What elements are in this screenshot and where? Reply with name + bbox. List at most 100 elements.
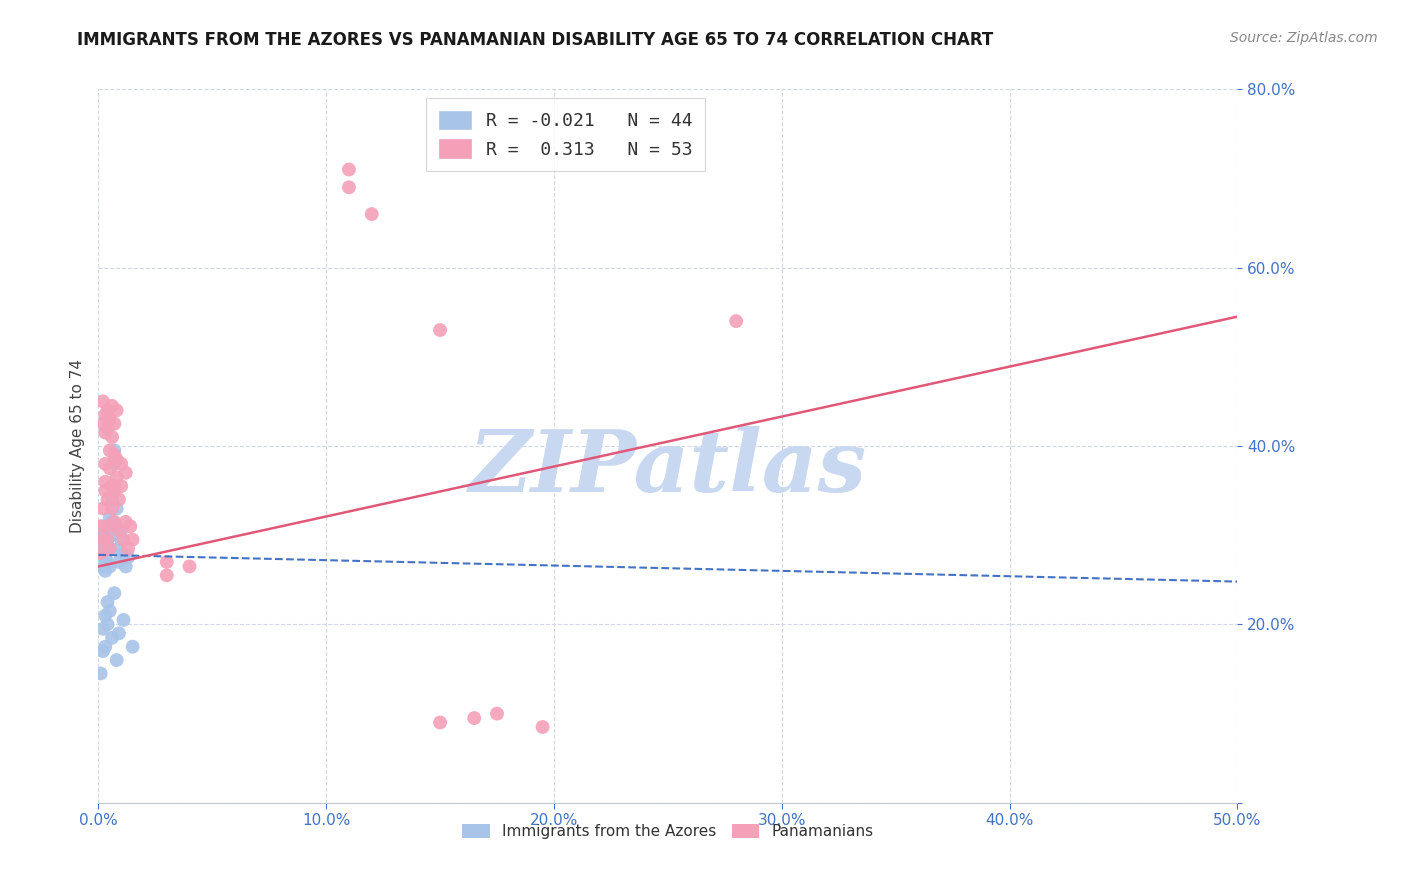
- Point: [90, 546, 112, 560]
- Point: [101, 492, 124, 507]
- Point: [90, 666, 112, 681]
- Point: [91, 622, 114, 636]
- Point: [156, 555, 179, 569]
- Point: [112, 613, 135, 627]
- Point: [103, 457, 125, 471]
- Point: [90, 519, 112, 533]
- Point: [121, 533, 143, 547]
- Legend: Immigrants from the Azores, Panamanians: Immigrants from the Azores, Panamanians: [456, 818, 880, 845]
- Point: [108, 492, 131, 507]
- Point: [94, 550, 117, 565]
- Point: [96, 403, 118, 417]
- Point: [120, 519, 142, 533]
- Point: [429, 323, 451, 337]
- Point: [91, 559, 114, 574]
- Point: [98, 541, 121, 556]
- Point: [91, 519, 114, 533]
- Point: [337, 180, 360, 194]
- Point: [108, 626, 131, 640]
- Point: [105, 470, 128, 484]
- Point: [117, 541, 139, 556]
- Point: [110, 479, 132, 493]
- Point: [91, 528, 114, 542]
- Point: [105, 452, 128, 467]
- Point: [98, 541, 121, 556]
- Point: [91, 533, 114, 547]
- Point: [486, 706, 509, 721]
- Point: [94, 425, 117, 440]
- Point: [103, 479, 125, 493]
- Point: [91, 394, 114, 409]
- Point: [429, 715, 451, 730]
- Text: IMMIGRANTS FROM THE AZORES VS PANAMANIAN DISABILITY AGE 65 TO 74 CORRELATION CHA: IMMIGRANTS FROM THE AZORES VS PANAMANIAN…: [77, 31, 994, 49]
- Point: [531, 720, 554, 734]
- Point: [96, 555, 118, 569]
- Point: [96, 533, 118, 547]
- Point: [103, 417, 125, 431]
- Point: [108, 555, 131, 569]
- Point: [96, 519, 118, 533]
- Point: [108, 541, 131, 556]
- Point: [101, 501, 124, 516]
- Point: [105, 519, 128, 533]
- Point: [98, 559, 121, 574]
- Point: [110, 457, 132, 471]
- Point: [179, 559, 201, 574]
- Point: [114, 515, 136, 529]
- Point: [101, 479, 124, 493]
- Point: [101, 515, 124, 529]
- Point: [91, 501, 114, 516]
- Point: [98, 510, 121, 524]
- Point: [101, 399, 124, 413]
- Y-axis label: Disability Age 65 to 74: Disability Age 65 to 74: [69, 359, 84, 533]
- Point: [90, 546, 112, 560]
- Point: [94, 564, 117, 578]
- Point: [94, 640, 117, 654]
- Point: [110, 524, 132, 538]
- Point: [98, 604, 121, 618]
- Point: [101, 430, 124, 444]
- Point: [105, 653, 128, 667]
- Point: [96, 617, 118, 632]
- Point: [96, 524, 118, 538]
- Point: [101, 631, 124, 645]
- Point: [96, 421, 118, 435]
- Point: [110, 533, 132, 547]
- Point: [103, 443, 125, 458]
- Point: [103, 515, 125, 529]
- Point: [112, 546, 135, 560]
- Point: [91, 644, 114, 658]
- Point: [98, 412, 121, 426]
- Point: [94, 483, 117, 498]
- Point: [94, 475, 117, 489]
- Point: [90, 533, 112, 547]
- Point: [105, 403, 128, 417]
- Point: [114, 466, 136, 480]
- Point: [98, 443, 121, 458]
- Text: ZIPatlas: ZIPatlas: [468, 425, 868, 509]
- Point: [96, 492, 118, 507]
- Point: [112, 533, 135, 547]
- Point: [114, 559, 136, 574]
- Point: [156, 568, 179, 582]
- Point: [117, 550, 139, 565]
- Point: [94, 541, 117, 556]
- Point: [103, 448, 125, 462]
- Point: [725, 314, 748, 328]
- Point: [94, 408, 117, 422]
- Point: [101, 528, 124, 542]
- Point: [96, 533, 118, 547]
- Point: [91, 417, 114, 431]
- Point: [96, 595, 118, 609]
- Point: [360, 207, 382, 221]
- Point: [103, 586, 125, 600]
- Point: [94, 537, 117, 551]
- Point: [121, 640, 143, 654]
- Point: [108, 524, 131, 538]
- Point: [105, 501, 128, 516]
- Point: [94, 457, 117, 471]
- Point: [98, 461, 121, 475]
- Text: Source: ZipAtlas.com: Source: ZipAtlas.com: [1230, 31, 1378, 45]
- Point: [463, 711, 485, 725]
- Point: [337, 162, 360, 177]
